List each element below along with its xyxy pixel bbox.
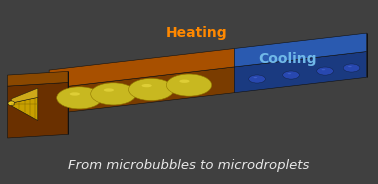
Ellipse shape (288, 73, 291, 74)
Polygon shape (234, 33, 367, 67)
Ellipse shape (322, 69, 325, 70)
Ellipse shape (179, 79, 189, 83)
Polygon shape (49, 49, 234, 89)
Polygon shape (11, 97, 38, 121)
Circle shape (166, 74, 212, 96)
Text: From microbubbles to microdroplets: From microbubbles to microdroplets (68, 159, 310, 172)
Ellipse shape (254, 77, 257, 78)
Text: Heating: Heating (166, 26, 228, 40)
Polygon shape (234, 52, 367, 93)
Polygon shape (8, 82, 68, 138)
Ellipse shape (348, 66, 352, 67)
Polygon shape (49, 67, 234, 114)
Polygon shape (11, 88, 38, 103)
Circle shape (343, 64, 360, 72)
Circle shape (57, 87, 102, 109)
Circle shape (249, 75, 265, 83)
Polygon shape (8, 71, 68, 86)
Ellipse shape (141, 84, 152, 87)
Text: Cooling: Cooling (258, 52, 316, 66)
Circle shape (91, 83, 136, 105)
Circle shape (129, 78, 174, 100)
Ellipse shape (104, 88, 114, 92)
Circle shape (283, 71, 299, 79)
Ellipse shape (8, 101, 15, 106)
Ellipse shape (70, 92, 80, 96)
Circle shape (317, 67, 333, 75)
